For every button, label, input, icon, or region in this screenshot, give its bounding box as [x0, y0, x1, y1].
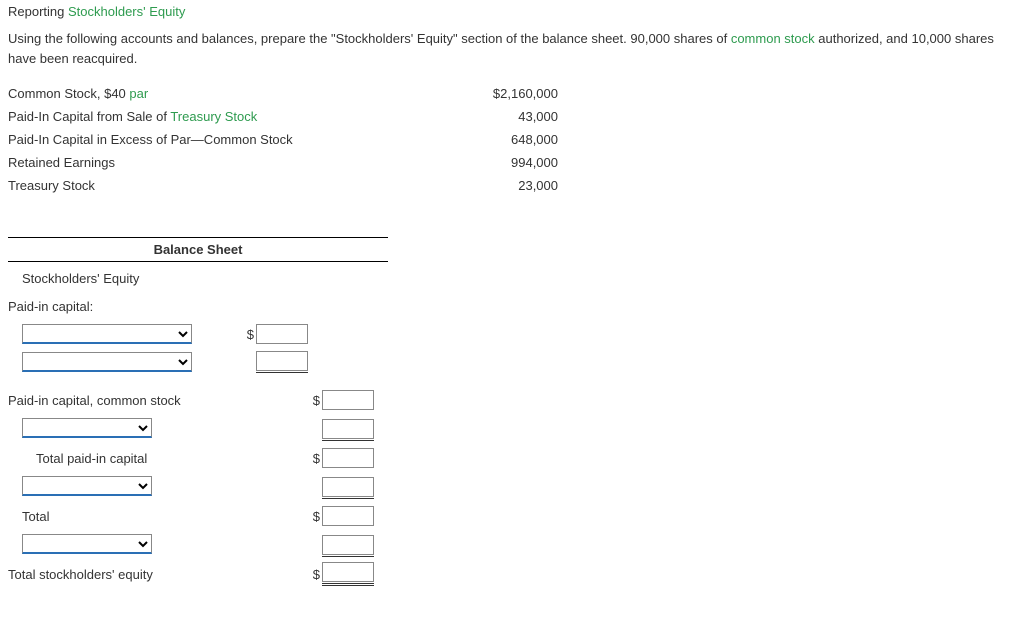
account-value: 43,000 [448, 105, 558, 128]
account-label: Retained Earnings [8, 155, 115, 170]
section-label: Stockholders' Equity [22, 271, 139, 286]
total-label: Total [22, 509, 308, 524]
total-paid-in-label: Total paid-in capital [36, 451, 308, 466]
account-select-5[interactable] [22, 534, 152, 554]
amount-input-5[interactable] [322, 448, 374, 468]
intro-paragraph: Using the following accounts and balance… [8, 29, 1016, 68]
account-link[interactable]: Treasury Stock [170, 109, 257, 124]
amount-input-7[interactable] [322, 506, 374, 526]
amount-input-1[interactable] [256, 324, 308, 344]
total-se-label: Total stockholders' equity [8, 567, 308, 582]
heading-link[interactable]: Stockholders' Equity [68, 4, 185, 19]
dollar-sign: $ [308, 393, 322, 408]
amount-input-9[interactable] [322, 562, 374, 582]
account-value: 648,000 [448, 128, 558, 151]
dollar-sign: $ [308, 509, 322, 524]
account-value: $2,160,000 [448, 82, 558, 105]
table-row: Retained Earnings 994,000 [8, 151, 558, 174]
amount-input-3[interactable] [322, 390, 374, 410]
dollar-sign: $ [242, 327, 256, 342]
dollar-sign: $ [308, 451, 322, 466]
intro-link[interactable]: common stock [731, 31, 815, 46]
account-select-2[interactable] [22, 352, 192, 372]
heading-prefix: Reporting [8, 4, 68, 19]
paid-in-common-label: Paid-in capital, common stock [8, 393, 308, 408]
account-select-3[interactable] [22, 418, 152, 438]
dollar-spacer [308, 539, 322, 554]
dollar-sign: $ [308, 567, 322, 582]
dollar-spacer [242, 355, 256, 370]
account-label: Treasury Stock [8, 178, 95, 193]
amount-input-6[interactable] [322, 477, 374, 497]
account-select-1[interactable] [22, 324, 192, 344]
account-label: Paid-In Capital in Excess of Par—Common … [8, 132, 293, 147]
balance-sheet-title: Balance Sheet [8, 237, 388, 262]
account-label: Common Stock, $40 [8, 86, 129, 101]
amount-input-4[interactable] [322, 419, 374, 439]
amount-input-2[interactable] [256, 351, 308, 371]
account-link[interactable]: par [129, 86, 148, 101]
account-label: Paid-In Capital from Sale of [8, 109, 170, 124]
balance-sheet-section: Balance Sheet Stockholders' Equity Paid-… [8, 237, 1016, 586]
table-row: Common Stock, $40 par $2,160,000 [8, 82, 558, 105]
table-row: Treasury Stock 23,000 [8, 174, 558, 197]
page-heading: Reporting Stockholders' Equity [8, 4, 1016, 19]
amount-input-8[interactable] [322, 535, 374, 555]
account-value: 994,000 [448, 151, 558, 174]
paid-in-capital-label: Paid-in capital: [8, 299, 93, 314]
accounts-table: Common Stock, $40 par $2,160,000 Paid-In… [8, 82, 558, 197]
account-select-4[interactable] [22, 476, 152, 496]
dollar-spacer [308, 423, 322, 438]
table-row: Paid-In Capital in Excess of Par—Common … [8, 128, 558, 151]
account-value: 23,000 [448, 174, 558, 197]
dollar-spacer [308, 481, 322, 496]
intro-part1: Using the following accounts and balance… [8, 31, 731, 46]
table-row: Paid-In Capital from Sale of Treasury St… [8, 105, 558, 128]
